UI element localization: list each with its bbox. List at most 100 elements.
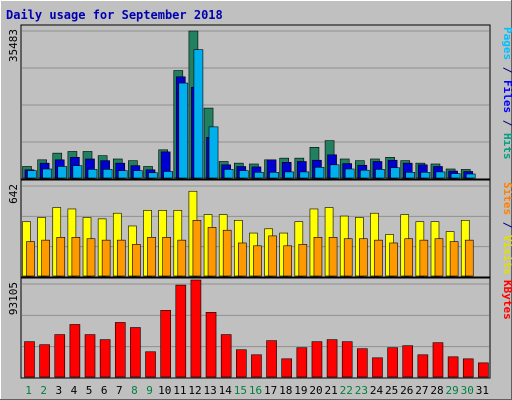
bar-hits-pages-day-15 bbox=[239, 170, 249, 179]
bar-kbytes-kbytes-day-8 bbox=[130, 327, 141, 378]
day-label-10: 10 bbox=[158, 384, 171, 397]
bar-kbytes-kbytes-day-25 bbox=[387, 347, 398, 378]
bar-hits-pages-day-20 bbox=[314, 167, 325, 179]
day-label-27: 27 bbox=[415, 384, 428, 397]
bar-hits-pages-day-30 bbox=[465, 173, 476, 179]
day-axis: 1 2 3 4 5 6 7 8 9 10 11 12 13 14 15 16 17 18 19 20 21 22 23 24 2… bbox=[25, 384, 489, 397]
day-label-7: 7 bbox=[116, 384, 123, 397]
bar-kbytes-kbytes-day-22 bbox=[341, 341, 353, 378]
panel-frame-hits bbox=[20, 24, 491, 180]
bar-kbytes-kbytes-day-1 bbox=[24, 341, 35, 378]
day-label-19: 19 bbox=[294, 384, 307, 397]
legend-entry: Pages bbox=[501, 27, 512, 60]
day-label-5: 5 bbox=[86, 384, 93, 397]
bar-hits-pages-day-28 bbox=[435, 171, 446, 179]
legend-entry: Files bbox=[501, 80, 512, 113]
bar-visits-sites-day-2 bbox=[41, 239, 50, 277]
bar-kbytes-kbytes-day-14 bbox=[220, 334, 232, 378]
bar-visits-sites-day-4 bbox=[71, 237, 81, 277]
bar-hits-pages-day-7 bbox=[117, 170, 128, 179]
bar-kbytes-kbytes-day-3 bbox=[54, 334, 66, 378]
day-label-15: 15 bbox=[234, 384, 247, 397]
bar-hits-pages-day-21 bbox=[329, 164, 340, 179]
bar-hits-pages-day-24 bbox=[375, 169, 385, 179]
bar-visits-sites-day-12 bbox=[192, 220, 202, 277]
bar-hits-pages-day-18 bbox=[284, 171, 294, 179]
bar-visits-sites-day-17 bbox=[268, 235, 277, 277]
bar-visits-sites-day-5 bbox=[86, 238, 96, 277]
panel-max-label-kbytes: 93105 bbox=[7, 282, 20, 315]
bar-visits-sites-day-16 bbox=[253, 245, 262, 277]
day-label-18: 18 bbox=[279, 384, 292, 397]
bar-visits-sites-day-24 bbox=[374, 239, 383, 277]
bar-hits-pages-day-6 bbox=[102, 169, 113, 179]
bar-hits-pages-day-22 bbox=[344, 168, 355, 179]
bar-visits-sites-day-15 bbox=[238, 242, 247, 277]
day-label-4: 4 bbox=[71, 384, 78, 397]
bar-kbytes-kbytes-day-10 bbox=[160, 310, 171, 378]
day-label-21: 21 bbox=[325, 384, 338, 397]
bar-hits-pages-day-26 bbox=[405, 172, 416, 179]
bar-visits-sites-day-19 bbox=[298, 244, 308, 277]
bar-kbytes-kbytes-day-5 bbox=[84, 334, 96, 378]
bar-kbytes-kbytes-day-31 bbox=[478, 362, 489, 378]
panel-max-label-visits: 642 bbox=[7, 184, 20, 204]
day-label-29: 29 bbox=[446, 384, 459, 397]
bar-visits-sites-day-30 bbox=[464, 239, 474, 277]
bar-kbytes-kbytes-day-21 bbox=[326, 339, 338, 378]
bar-kbytes-kbytes-day-2 bbox=[39, 344, 50, 378]
day-label-14: 14 bbox=[219, 384, 233, 397]
bar-visits-sites-day-22 bbox=[343, 238, 353, 277]
bar-visits-sites-day-7 bbox=[116, 239, 126, 277]
chart-title: Daily usage for September 2018 bbox=[6, 8, 223, 22]
bar-visits-sites-day-27 bbox=[419, 239, 429, 277]
day-label-24: 24 bbox=[370, 384, 384, 397]
bar-kbytes-kbytes-day-27 bbox=[417, 354, 429, 378]
day-label-8: 8 bbox=[131, 384, 138, 397]
bar-kbytes-kbytes-day-17 bbox=[266, 340, 277, 378]
day-label-1: 1 bbox=[25, 384, 32, 397]
bar-hits-pages-day-3 bbox=[57, 166, 68, 179]
bar-visits-sites-day-3 bbox=[56, 237, 66, 277]
panel-legend-visits: Sites / Visits bbox=[501, 182, 512, 275]
bar-visits-sites-day-20 bbox=[313, 237, 323, 277]
day-label-30: 30 bbox=[461, 384, 474, 397]
legend-entry: / bbox=[501, 215, 512, 235]
bar-hits-pages-day-19 bbox=[299, 171, 310, 179]
bar-visits-sites-day-29 bbox=[449, 241, 459, 277]
bar-visits-sites-day-25 bbox=[389, 242, 398, 277]
chart-panels: 35483 Pages / Files / Hits 642 Sites / Visi… bbox=[7, 24, 512, 379]
bar-kbytes-kbytes-day-6 bbox=[99, 339, 111, 378]
panel-kbytes: 93105 KBytes bbox=[7, 277, 512, 379]
day-label-13: 13 bbox=[203, 384, 216, 397]
legend-entry: Visits bbox=[501, 235, 512, 275]
bar-kbytes-kbytes-day-9 bbox=[145, 351, 156, 378]
bar-visits-sites-day-9 bbox=[147, 237, 156, 277]
bar-hits-pages-day-2 bbox=[42, 168, 52, 179]
panel-visits: 642 Sites / Visits bbox=[7, 179, 512, 278]
bar-kbytes-kbytes-day-12 bbox=[190, 279, 202, 378]
day-label-3: 3 bbox=[56, 384, 63, 397]
panel-legend-hits: Pages / Files / Hits bbox=[501, 27, 512, 160]
bar-kbytes-kbytes-day-23 bbox=[357, 348, 368, 378]
day-label-23: 23 bbox=[355, 384, 368, 397]
bar-visits-sites-day-11 bbox=[177, 239, 187, 277]
bar-visits-sites-day-18 bbox=[283, 245, 292, 277]
bar-visits-sites-day-1 bbox=[26, 241, 35, 277]
bar-hits-pages-day-13 bbox=[208, 126, 219, 179]
bar-hits-pages-day-1 bbox=[27, 170, 37, 179]
bar-visits-sites-day-28 bbox=[434, 238, 444, 277]
bar-visits-sites-day-23 bbox=[359, 238, 368, 277]
day-label-6: 6 bbox=[101, 384, 108, 397]
day-label-20: 20 bbox=[309, 384, 322, 397]
bar-hits-pages-day-5 bbox=[87, 169, 98, 179]
legend-entry: / bbox=[501, 113, 512, 133]
bar-kbytes-kbytes-day-18 bbox=[281, 358, 292, 378]
legend-entry: Sites bbox=[501, 182, 512, 215]
legend-entry: Hits bbox=[501, 133, 512, 160]
bar-kbytes-kbytes-day-26 bbox=[402, 345, 414, 378]
day-label-28: 28 bbox=[430, 384, 443, 397]
bar-hits-pages-day-11 bbox=[178, 82, 189, 179]
panel-hits: 35483 Pages / Files / Hits bbox=[7, 24, 512, 180]
